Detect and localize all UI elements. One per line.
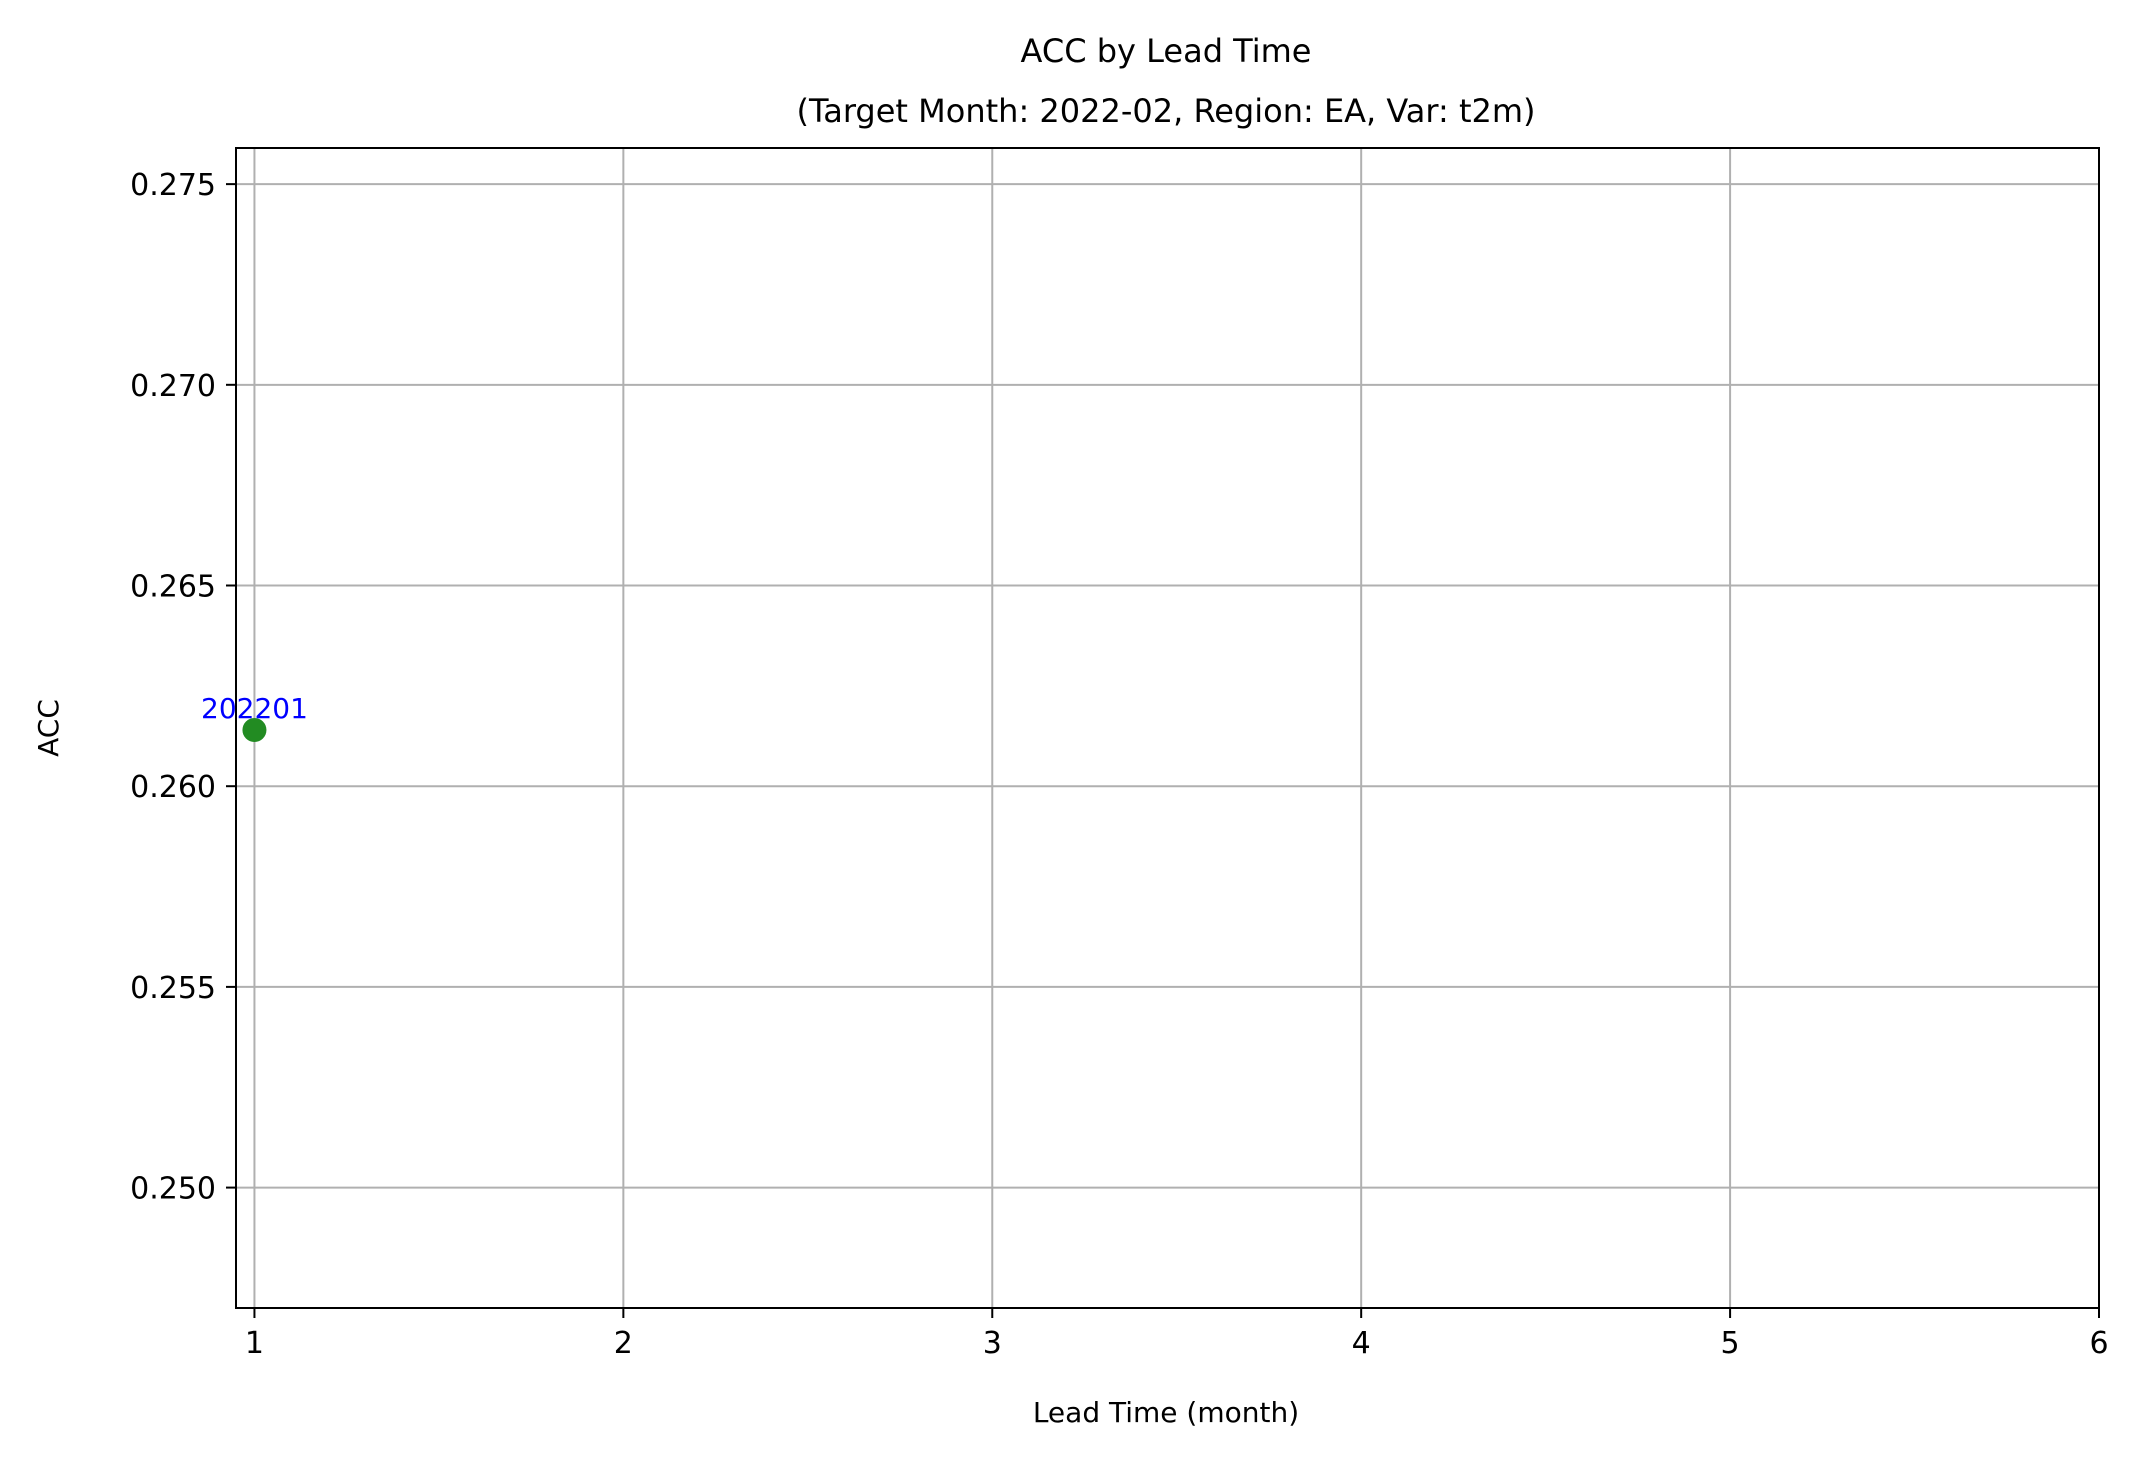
y-tick-label: 0.265	[130, 570, 216, 605]
data-point	[242, 718, 267, 743]
data-point-label: 202201	[201, 692, 308, 725]
x-axis: 1 2 3 4 5 6	[245, 1308, 2109, 1361]
x-tick-label: 3	[983, 1326, 1002, 1361]
x-tick-label: 4	[1352, 1326, 1371, 1361]
x-tick-label: 2	[614, 1326, 633, 1361]
plot-frame	[235, 147, 2100, 1309]
y-tick-label: 0.270	[130, 369, 216, 404]
chart-subtitle: (Target Month: 2022-02, Region: EA, Var:…	[796, 92, 1535, 130]
chart-title: ACC by Lead Time	[1021, 32, 1312, 70]
plot-marks: 202201	[201, 692, 308, 743]
y-axis-label: ACC	[32, 699, 65, 757]
x-tick-label: 6	[2089, 1326, 2108, 1361]
y-tick-label: 0.275	[130, 168, 216, 203]
x-tick-label: 5	[1721, 1326, 1740, 1361]
y-axis: 0.250 0.255 0.260 0.265 0.270 0.275	[130, 168, 236, 1207]
y-tick-label: 0.250	[130, 1172, 216, 1207]
x-axis-label: Lead Time (month)	[1033, 1396, 1299, 1429]
y-tick-label: 0.260	[130, 770, 216, 805]
y-tick-label: 0.255	[130, 971, 216, 1006]
x-tick-label: 1	[245, 1326, 264, 1361]
